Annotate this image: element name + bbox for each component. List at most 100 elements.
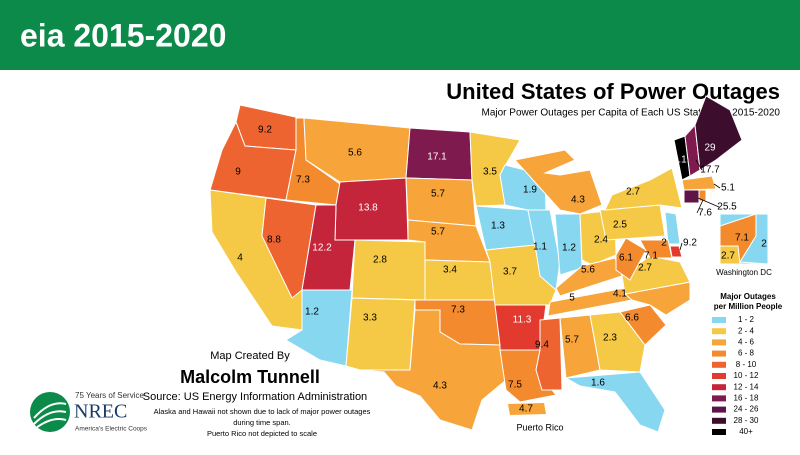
state [615,237,647,281]
state-value: 3.3 [363,313,377,324]
logo-lines [33,402,67,429]
state-value: 2.8 [373,255,387,266]
legend-swatch [712,373,726,379]
state [698,189,707,202]
legend-swatch [712,384,726,391]
legend-swatch [712,395,726,402]
pr-value: 4.7 [519,404,533,415]
state-value: 9.2 [683,238,697,249]
legend-label: 8 - 10 [736,360,757,369]
state [681,175,717,191]
state-value: 9.4 [535,340,549,351]
author: Malcolm Tunnell [180,367,320,387]
state-value: 5 [569,293,575,304]
inset-value: 7.1 [735,233,749,244]
leader-line [713,183,721,189]
state-value: 4.3 [571,195,585,206]
state-value: 5.6 [581,265,595,276]
state [359,309,507,431]
note: during time span. [233,418,291,427]
state-value: 3.5 [483,167,497,178]
state [475,205,536,251]
source: Source: US Energy Information Administra… [143,391,367,403]
legend-swatch [712,429,726,435]
state-value: 7.3 [451,305,465,316]
state-value: 7.3 [296,175,310,186]
state-value: 2 [661,238,667,249]
legend-swatch [712,361,726,368]
state [621,255,691,295]
state [694,95,743,171]
legend-label: 1 - 2 [738,315,755,324]
legend-swatch [712,417,726,424]
state [639,239,673,259]
logo-subtitle: America's Electric Coops [75,426,148,433]
inset-value: 2 [761,239,767,250]
state-value: 4 [237,253,243,264]
legend-label: 10 - 12 [734,371,759,380]
leader-line [695,159,703,171]
state-value: 5.1 [721,183,735,194]
legend-label: 6 - 8 [738,349,755,358]
legend-label: 28 - 30 [734,416,759,425]
state-value: 4.1 [613,289,627,300]
state [405,177,477,227]
inset-value: 2.7 [721,251,735,262]
state-value: 2.4 [594,235,608,246]
state-value: 1.6 [591,378,605,389]
state-value: 3.4 [443,265,457,276]
state-value: 2.5 [613,220,627,231]
state-value: 1.9 [523,185,537,196]
state-value: 17.1 [427,152,447,163]
legend-swatch [712,328,726,335]
legend-title: per Million People [714,302,783,311]
states [209,95,743,433]
state-value: 1.3 [491,221,505,232]
puerto-rico [508,403,546,415]
state-value: 2.7 [626,187,640,198]
note: Alaska and Hawaii not shown due to lack … [154,407,371,416]
state [527,209,561,291]
state-value: 1.1 [533,242,547,253]
map-subtitle: Major Power Outages per Capita of Each U… [482,108,781,119]
legend-title: Major Outages [720,292,776,301]
state-value: 12.2 [312,243,332,254]
state-value: 13.8 [358,203,378,214]
state-value: 2.3 [603,333,617,344]
state [535,317,563,391]
state-value: 25.5 [717,202,737,213]
logo-tagline: 75 Years of Service [75,391,144,400]
state-value: 5.7 [565,335,579,346]
state-value: 5.7 [431,189,445,200]
legend-swatch [712,350,726,357]
legend-label: 2 - 4 [738,326,755,335]
state-value: 11.3 [513,315,532,326]
state-value: 9 [235,167,241,178]
state-value: 7.5 [508,380,522,391]
legend-swatch [712,406,726,413]
state [599,204,666,241]
inset-region [739,213,769,265]
leader-line [697,197,720,208]
state-value: 7.6 [698,208,712,219]
state [351,239,426,301]
logo-name: NREC [74,401,127,423]
logo: 75 Years of Service NREC America's Elect… [30,391,148,433]
state-value: 6.1 [619,253,633,264]
legend-label: 12 - 14 [734,382,759,391]
state [514,149,603,215]
state-value: 40.1 [667,155,687,166]
state [424,259,496,301]
state-value: 4.3 [433,381,447,392]
state-value: 1.2 [305,307,319,318]
state [619,304,667,346]
leader-line [679,242,683,251]
map-title: United States of Power Outages [446,79,780,104]
state [261,197,317,299]
legend-label: 16 - 18 [734,394,759,403]
note: Puerto Rico not depicted to scale [207,429,317,438]
state-value: 9.2 [258,125,272,136]
legend-label: 40+ [739,427,753,436]
state-value: 5.7 [431,227,445,238]
